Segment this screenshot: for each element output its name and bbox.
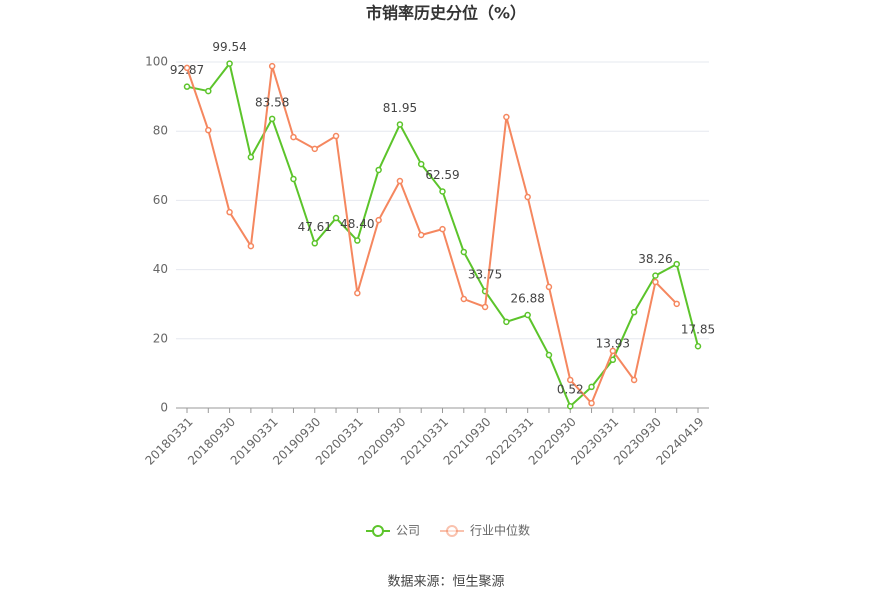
legend-item: 公司 xyxy=(366,524,420,538)
point xyxy=(396,121,404,128)
point xyxy=(375,166,382,174)
point xyxy=(460,295,468,303)
point xyxy=(503,113,510,121)
point xyxy=(226,208,233,216)
point xyxy=(567,376,574,384)
point xyxy=(609,356,617,364)
series-line xyxy=(186,61,699,408)
data-label: 17.85 xyxy=(681,323,715,337)
chart-title: 市销率历史分位（%） xyxy=(366,4,526,23)
point xyxy=(417,160,425,168)
point xyxy=(183,64,191,72)
point xyxy=(205,87,212,95)
y-tick-label: 40 xyxy=(153,262,168,276)
point xyxy=(226,60,233,67)
point xyxy=(630,308,638,316)
data-label: 38.26 xyxy=(638,252,672,266)
point xyxy=(609,347,617,355)
y-tick-label: 60 xyxy=(153,193,168,207)
point xyxy=(545,283,553,291)
point xyxy=(375,216,382,224)
legend-item: 行业中位数 xyxy=(440,523,530,538)
data-label: 13.93 xyxy=(596,336,630,350)
point xyxy=(205,126,212,134)
data-label: 62.59 xyxy=(425,168,459,182)
data-label: 48.40 xyxy=(340,217,374,231)
point xyxy=(311,240,318,247)
source: 数据来源：恒生聚源 xyxy=(387,575,504,590)
point xyxy=(524,193,531,201)
point xyxy=(439,188,446,195)
point xyxy=(332,214,340,222)
data-label: 33.75 xyxy=(468,268,502,282)
legend-label: 公司 xyxy=(396,524,420,538)
point xyxy=(183,83,191,90)
point xyxy=(439,225,446,233)
point xyxy=(290,175,297,183)
point xyxy=(673,260,680,268)
data-label: 26.88 xyxy=(510,291,544,305)
point xyxy=(503,318,510,326)
point xyxy=(354,289,361,297)
point xyxy=(247,242,255,250)
legend-marker xyxy=(372,525,384,537)
legend-label: 行业中位数 xyxy=(470,523,530,538)
point xyxy=(545,351,553,359)
point xyxy=(588,399,595,407)
point xyxy=(652,272,659,279)
point xyxy=(673,300,680,308)
y-tick-label: 100 xyxy=(145,55,168,69)
point xyxy=(332,132,340,140)
point xyxy=(354,237,361,244)
data-label: 47.61 xyxy=(298,220,332,234)
point xyxy=(630,376,638,384)
point xyxy=(460,248,468,256)
point xyxy=(268,115,276,123)
point xyxy=(311,145,318,153)
point xyxy=(247,153,255,161)
legend-marker xyxy=(446,525,458,537)
series-line xyxy=(186,65,678,405)
y-tick-label: 20 xyxy=(153,331,168,345)
point xyxy=(396,177,404,185)
data-label: 83.58 xyxy=(255,95,289,109)
data-label: 99.54 xyxy=(212,40,246,54)
data-label: 81.95 xyxy=(383,101,417,115)
data-label: 92.87 xyxy=(170,63,204,77)
point xyxy=(652,278,659,286)
point xyxy=(417,231,425,239)
point xyxy=(524,311,531,319)
y-tick-label: 80 xyxy=(153,124,168,138)
data-label: 0.52 xyxy=(557,383,584,397)
point xyxy=(268,62,276,70)
y-tick-label: 0 xyxy=(160,401,168,415)
point xyxy=(481,303,489,311)
point xyxy=(694,342,702,350)
point xyxy=(290,133,297,141)
point xyxy=(588,383,595,391)
point xyxy=(567,402,574,410)
